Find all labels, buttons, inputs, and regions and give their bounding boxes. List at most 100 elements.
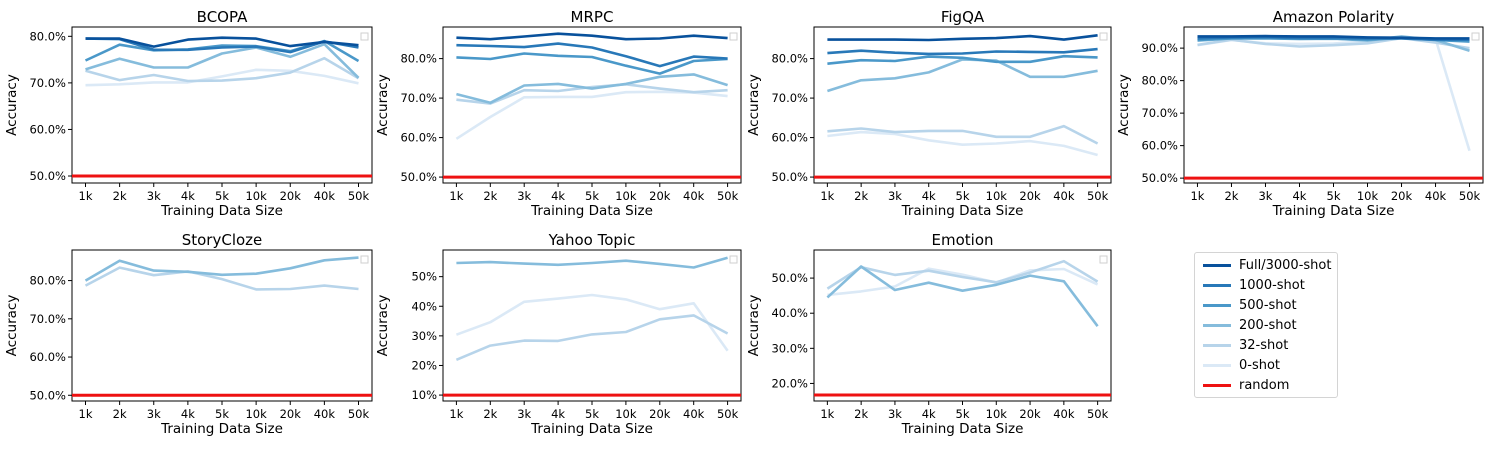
legend-label-random: random (1239, 377, 1290, 393)
empty-legend-marker (729, 32, 738, 41)
x-tick-label: 4k (1292, 189, 1306, 203)
y-tick-label: 50.0% (771, 271, 808, 285)
series-line-32-shot (85, 56, 360, 83)
legend-label-200-shot: 200-shot (1239, 317, 1297, 333)
series-line-32-shot (456, 83, 728, 105)
x-tick-label: 50k (1087, 407, 1109, 421)
legend-item-32-shot: 32-shot (1195, 337, 1288, 353)
y-tick-label: 10% (411, 388, 437, 402)
x-tick-label: 50k (348, 407, 370, 421)
series-line-32-shot (1197, 36, 1470, 50)
x-tick-label: 2k (854, 189, 868, 203)
plot-frame (71, 249, 373, 402)
x-tick-label: 40k (314, 189, 336, 203)
x-tick-label: 4k (551, 407, 565, 421)
series-line-32-shot (84, 266, 359, 291)
y-tick-label: 50.0% (771, 170, 808, 184)
empty-legend-marker (1099, 32, 1108, 41)
series-line-0-shot (455, 90, 728, 140)
plot-frame (71, 26, 373, 184)
x-tick-label: 4k (922, 189, 936, 203)
series-line-200-shot (85, 42, 360, 79)
chart-title: Yahoo Topic (548, 231, 636, 249)
y-tick-label: 70.0% (29, 76, 66, 90)
legend-swatch-full (1203, 263, 1231, 267)
x-tick-label: 1k (449, 189, 463, 203)
series-line-0-shot (85, 68, 359, 87)
series-line-200-shot (84, 256, 359, 282)
y-tick-label: 50% (411, 270, 437, 284)
legend-swatch-1000-shot (1203, 283, 1231, 287)
x-tick-label: 2k (113, 189, 127, 203)
chart-bcopa: BCOPA 50.0% 60.0% 70.0% 80.0% 1k 2k 3k 4k 5k 10k 20… (4, 8, 373, 219)
series-line-32-shot (827, 124, 1099, 145)
legend-item-200-shot: 200-shot (1195, 317, 1297, 333)
y-tick-label: 80.0% (400, 52, 437, 66)
legend-item-full: Full/3000-shot (1195, 257, 1331, 273)
empty-legend-marker (729, 255, 738, 264)
y-tick-label: 80.0% (29, 274, 66, 288)
x-tick-label: 20k (649, 407, 671, 421)
x-tick-label: 20k (1019, 189, 1041, 203)
x-tick-label: 40k (1053, 189, 1075, 203)
y-tick-label: 40% (411, 299, 437, 313)
legend-item-random: random (1195, 377, 1289, 393)
series-line-0-shot (827, 267, 1099, 297)
legend-label-32-shot: 32-shot (1239, 337, 1289, 353)
x-tick-label: 50k (717, 407, 739, 421)
series-line-0-shot (827, 130, 1098, 157)
series-line-full-3000-shot (827, 34, 1098, 42)
y-tick-label: 60.0% (771, 131, 808, 145)
x-tick-label: 5k (215, 407, 229, 421)
y-tick-label: 70.0% (400, 91, 437, 105)
x-tick-label: 5k (585, 407, 599, 421)
chart-title: BCOPA (197, 8, 248, 26)
x-tick-label: 50k (717, 189, 739, 203)
series-line-full-3000-shot (1197, 34, 1470, 40)
x-axis-label: Training Data Size (530, 203, 653, 219)
x-tick-label: 40k (683, 189, 705, 203)
x-axis-label: Training Data Size (901, 203, 1024, 219)
empty-legend-marker (360, 32, 369, 41)
y-tick-label: 60.0% (29, 122, 66, 136)
y-tick-label: 20.0% (771, 376, 808, 390)
chart-amazon-polarity: Amazon Polarity 50.0% 60.0% 70.0% 80.0% 90.0%… (1116, 8, 1484, 219)
x-tick-label: 40k (1425, 189, 1447, 203)
x-tick-label: 2k (1224, 189, 1238, 203)
chart-figqa: FigQA 50.0% 60.0% 70.0% 80.0% 1k 2k 3k 4k 5k 10k 20… (746, 8, 1112, 219)
x-tick-label: 4k (922, 407, 936, 421)
x-tick-label: 20k (280, 407, 302, 421)
legend-item-0-shot: 0-shot (1195, 357, 1280, 373)
x-tick-label: 10k (245, 407, 267, 421)
legend-swatch-random (1203, 383, 1231, 387)
x-tick-label: 5k (956, 189, 970, 203)
x-tick-label: 10k (1357, 189, 1379, 203)
x-tick-label: 2k (113, 407, 127, 421)
plot-frame (442, 249, 742, 402)
legend-label-1000-shot: 1000-shot (1239, 277, 1305, 293)
x-tick-label: 3k (888, 189, 902, 203)
x-tick-label: 3k (147, 189, 161, 203)
x-tick-label: 2k (483, 407, 497, 421)
y-tick-label: 50.0% (29, 169, 66, 183)
chart-title: Amazon Polarity (1273, 8, 1395, 26)
y-tick-label: 60.0% (400, 131, 437, 145)
y-axis-label: Accuracy (746, 295, 762, 357)
x-tick-label: 50k (1459, 189, 1481, 203)
y-tick-label: 70.0% (29, 312, 66, 326)
x-tick-label: 40k (683, 407, 705, 421)
x-tick-label: 20k (280, 189, 302, 203)
x-tick-label: 40k (314, 407, 336, 421)
y-tick-label: 50.0% (29, 388, 66, 402)
x-tick-label: 1k (79, 189, 93, 203)
x-tick-label: 10k (615, 407, 637, 421)
y-tick-label: 60.0% (1141, 139, 1178, 153)
legend-item-1000-shot: 1000-shot (1195, 277, 1305, 293)
x-axis-label: Training Data Size (901, 421, 1024, 437)
legend-swatch-200-shot (1203, 323, 1231, 327)
x-tick-label: 5k (1327, 189, 1341, 203)
x-tick-label: 1k (820, 407, 834, 421)
y-axis-label: Accuracy (375, 295, 391, 357)
y-tick-label: 70.0% (1141, 106, 1178, 120)
